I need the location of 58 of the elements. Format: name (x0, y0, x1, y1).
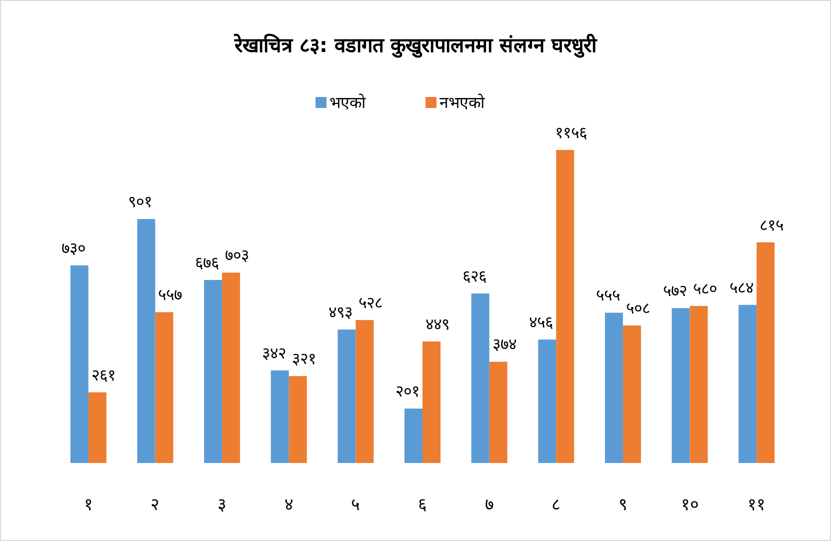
data-label: ७०३ (225, 246, 250, 265)
bar (288, 376, 307, 463)
data-label: ५०८ (626, 298, 650, 318)
bar (604, 312, 623, 463)
x-tick-label: ९ (618, 495, 628, 515)
data-label: ८१५ (760, 215, 784, 234)
legend-label: नभएको (440, 93, 486, 112)
data-label: २०१ (396, 382, 420, 401)
bar (155, 312, 174, 463)
bar (356, 320, 374, 463)
bar (88, 392, 106, 463)
x-tick-label: ६ (418, 495, 427, 515)
data-label: ५२८ (358, 293, 383, 312)
bar (204, 280, 222, 463)
data-label: ४५६ (529, 312, 554, 332)
x-tick-label: १ (84, 495, 93, 515)
bar (489, 362, 508, 463)
x-tick-label: ५ (351, 495, 360, 515)
data-label: ३७४ (492, 334, 516, 354)
data-label: ५५७ (158, 285, 182, 304)
data-label: ११५६ (555, 123, 588, 142)
data-label: ९०१ (128, 192, 152, 212)
chart-title: रेखाचित्र ८३: वडागत कुखुरापालनमा संलग्न घरधुरी (234, 33, 598, 58)
x-tick-label: ३ (218, 495, 227, 515)
x-tick-label: १० (680, 495, 699, 515)
x-tick-label: ११ (748, 495, 766, 515)
data-label: ३२१ (292, 349, 316, 368)
x-tick-label: ७ (484, 495, 494, 515)
data-label: ६७६ (195, 252, 220, 272)
data-label: ३४२ (262, 343, 286, 362)
bar (422, 341, 440, 463)
data-label: २६१ (91, 365, 116, 384)
data-label: ७३० (61, 238, 86, 258)
bar (222, 272, 240, 463)
legend-label: भएको (330, 93, 366, 112)
data-label: ५८४ (730, 278, 754, 297)
x-tick-label: ८ (552, 495, 561, 515)
data-label: ४९३ (328, 302, 353, 322)
data-label: ५७२ (662, 281, 687, 300)
data-label: ५५५ (596, 286, 620, 305)
bar (404, 408, 422, 463)
bar (622, 325, 641, 463)
x-tick-label: ४ (284, 495, 294, 515)
bar (338, 330, 356, 463)
bar (471, 294, 490, 463)
bar (70, 265, 88, 463)
data-label: ६२६ (462, 266, 486, 286)
bar (137, 219, 156, 463)
bar (738, 304, 757, 463)
bar (756, 242, 775, 463)
data-label: ४४९ (426, 314, 450, 334)
x-tick-label: २ (150, 495, 160, 515)
bar (270, 370, 289, 463)
bar (672, 308, 690, 463)
bar (556, 150, 574, 463)
data-label: ५८० (692, 278, 717, 298)
bar (690, 306, 708, 463)
bar (538, 340, 556, 463)
